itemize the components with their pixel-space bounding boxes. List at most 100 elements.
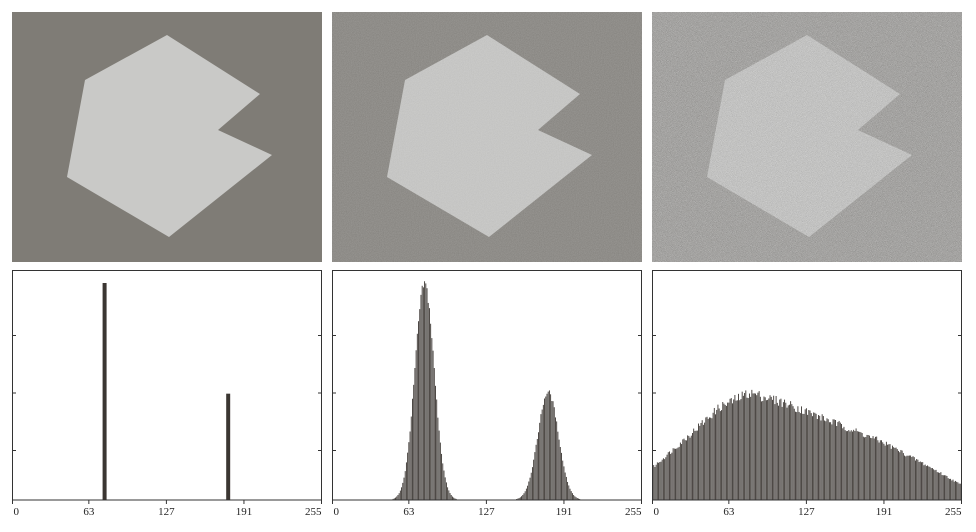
histogram-bar — [418, 321, 419, 500]
histogram-bar — [751, 389, 753, 500]
histogram-bar — [761, 401, 763, 500]
histogram-bar — [871, 438, 873, 500]
histogram-bar — [850, 430, 852, 500]
histogram-bar — [438, 430, 440, 500]
histogram-bar — [954, 480, 956, 500]
histogram-bar — [830, 422, 832, 500]
histogram-bar — [565, 476, 567, 500]
histogram-low-noise: 0 63 127 191 255 — [332, 270, 642, 532]
histogram-bar — [559, 447, 561, 500]
histogram-bar — [408, 442, 410, 500]
histogram-bar — [787, 405, 789, 500]
histogram-bar — [705, 417, 707, 500]
histogram-bar — [398, 493, 400, 500]
histogram-bar — [795, 411, 796, 500]
histogram-bar — [539, 422, 541, 500]
histogram-bar — [528, 481, 530, 500]
histogram-bar — [445, 482, 447, 500]
histogram-bar — [524, 491, 526, 500]
histogram-bar — [881, 440, 882, 500]
histogram-bar — [733, 399, 735, 500]
histogram-high-noise: 0 63 127 191 255 — [652, 270, 962, 532]
histogram-bar — [430, 323, 432, 500]
histogram-bar — [700, 422, 702, 500]
histogram-bar — [535, 444, 537, 500]
histogram-bar — [753, 393, 755, 500]
histogram-bar — [805, 408, 807, 500]
histogram-bar — [570, 491, 572, 500]
histogram-bar — [712, 412, 714, 500]
x-tick-label: 63 — [723, 506, 735, 518]
histogram-bar — [569, 488, 571, 500]
x-tick-label: 191 — [876, 506, 893, 518]
histogram-bar — [682, 439, 684, 500]
histogram-high-noise-svg: 0 63 127 191 255 — [652, 270, 962, 518]
histogram-bar — [765, 400, 767, 500]
histogram-bar — [425, 283, 427, 500]
x-tick-label: 0 — [654, 506, 660, 518]
histogram-bar — [439, 442, 441, 500]
histogram-bar — [412, 398, 413, 500]
histogram-bar — [956, 481, 958, 500]
histogram-bar — [774, 404, 776, 500]
histogram-bar — [422, 287, 424, 500]
histogram-bar — [702, 424, 704, 500]
histogram-bar — [563, 466, 565, 500]
histogram-bar — [859, 431, 861, 500]
histogram-bar — [833, 419, 835, 500]
histogram-bar — [392, 498, 394, 500]
histogram-bar — [683, 438, 685, 500]
histogram-bar — [698, 423, 699, 500]
histogram-bar — [556, 421, 558, 500]
histogram-bar — [729, 398, 731, 500]
histogram-bar — [694, 430, 696, 500]
histogram-bar — [822, 416, 824, 500]
histogram-bar — [775, 396, 777, 500]
histogram-bar — [738, 393, 739, 500]
histogram-bar — [820, 420, 822, 500]
histogram-bar — [898, 450, 899, 500]
histogram-bar — [887, 444, 889, 500]
histogram-bar — [864, 437, 866, 500]
histogram-bar — [522, 494, 524, 500]
histogram-bar — [710, 417, 712, 500]
histogram-bar — [732, 403, 733, 500]
histogram-bar — [845, 431, 847, 500]
histogram-bar — [226, 393, 231, 500]
histogram-no-noise-svg: 0 63 127 191 255 — [12, 270, 322, 518]
histogram-bar — [785, 402, 787, 500]
histogram-bar — [764, 397, 766, 500]
histogram-bar — [952, 479, 954, 500]
x-tick-label: 191 — [236, 506, 253, 518]
histogram-bar — [870, 437, 872, 500]
histogram-bar — [525, 488, 527, 500]
histogram-bar — [576, 498, 578, 500]
x-tick-label: 255 — [945, 506, 962, 518]
histogram-bar — [706, 416, 708, 500]
image-no-noise — [12, 12, 322, 262]
histogram-bar — [916, 459, 918, 500]
histogram-bar — [740, 399, 742, 500]
histogram-bar — [815, 413, 817, 500]
histogram-bar — [426, 288, 428, 500]
histogram-bar — [654, 467, 656, 500]
histogram-bar — [679, 442, 681, 500]
histogram-bar — [809, 410, 811, 500]
histogram-bar — [758, 391, 760, 500]
polygon-shape — [67, 35, 272, 237]
histogram-bar — [838, 420, 840, 500]
histogram-bar — [762, 400, 764, 500]
histogram-bar — [855, 428, 857, 500]
histogram-bar — [393, 498, 395, 500]
histogram-bar — [453, 497, 455, 500]
histogram-bar — [816, 418, 818, 500]
histogram-bar — [662, 458, 664, 500]
histogram-bar — [807, 414, 809, 500]
histogram-bar — [784, 399, 786, 500]
histogram-bar — [778, 405, 779, 500]
histogram-bar — [701, 420, 703, 500]
histogram-bar — [661, 459, 663, 500]
histogram-bar — [575, 497, 577, 500]
histogram-bar — [904, 455, 905, 500]
histogram-bar — [433, 368, 435, 500]
